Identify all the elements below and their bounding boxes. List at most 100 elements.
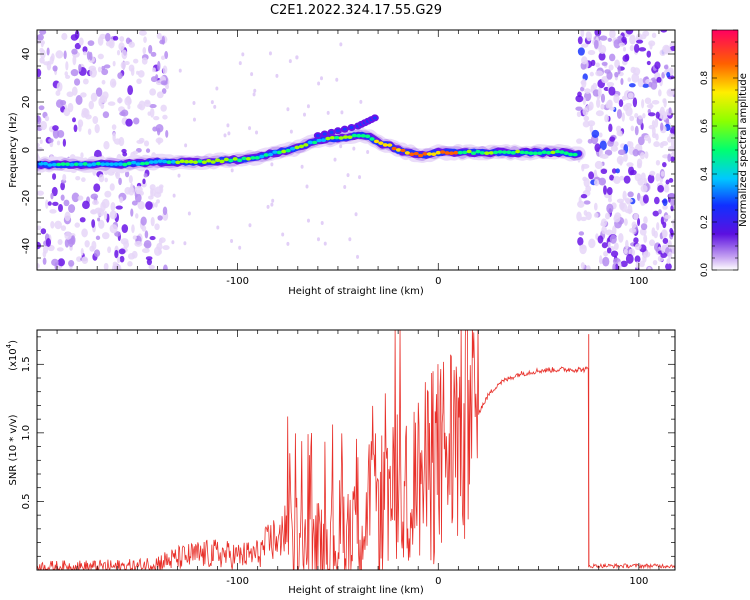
noise-band-1 [575, 30, 675, 270]
ridge-core [572, 152, 578, 157]
noise-speckle [640, 172, 646, 181]
noise-speckle [39, 57, 45, 64]
noise-speckle [163, 264, 168, 270]
ridge-core [351, 133, 357, 138]
noise-speckle [97, 66, 102, 73]
noise-speckle [595, 70, 604, 77]
ridge-core [250, 156, 256, 160]
noise-speckle [610, 250, 619, 258]
noise-speckle [655, 173, 661, 182]
noise-speckle [651, 32, 657, 39]
noise-speckle [98, 219, 105, 229]
noise-speckle [156, 199, 160, 204]
noise-speckle [662, 237, 669, 244]
ridge-core [506, 150, 512, 155]
noise-speckle [665, 262, 672, 270]
noise-speckle [138, 137, 145, 143]
noise-speckle [57, 238, 63, 246]
noise-speckle [177, 173, 181, 178]
noise-speckle [68, 260, 75, 267]
noise-speckle [658, 209, 662, 215]
noise-speckle [82, 200, 90, 210]
noise-speckle [136, 70, 140, 75]
ridge-core [210, 160, 216, 164]
colorbar: 0.0 0.2 0.4 0.6 0.8 Normalized spectral ampl… [700, 29, 749, 277]
noise-speckle [642, 194, 649, 204]
ridge-core [382, 143, 388, 147]
noise-speckle [109, 210, 118, 220]
noise-speckle [124, 186, 132, 195]
noise-speckle [612, 225, 617, 236]
ridge-core [104, 162, 110, 166]
upper-branch [313, 114, 379, 140]
noise-speckle [139, 30, 147, 36]
snr-scale-exponent: 4 [5, 343, 13, 348]
noise-speckle [121, 224, 129, 234]
colorbar-tick-label: 0.6 [700, 119, 710, 134]
ridge-core [64, 162, 71, 166]
branch-core [372, 116, 377, 120]
noise-speckle [143, 239, 152, 249]
noise-speckle [590, 59, 596, 67]
noise-speckle [663, 185, 670, 193]
noise-speckle [40, 40, 46, 45]
colorbar-label: Normalized spectral amplitude [738, 73, 749, 227]
noise-speckle [600, 93, 606, 103]
noise-speckle [87, 128, 92, 135]
noise-speckle [577, 200, 585, 208]
svg-text:(x104): (x104) [5, 340, 19, 371]
ridge-core [241, 156, 247, 161]
noise-speckle [100, 201, 106, 212]
noise-speckle [320, 220, 324, 225]
noise-speckle [594, 30, 602, 37]
ridge-core [69, 162, 75, 167]
noise-speckle [97, 36, 104, 46]
noise-speckle [610, 145, 618, 152]
ridge-core [325, 136, 331, 141]
noise-speckle [604, 149, 613, 156]
noise-speckle [109, 224, 118, 234]
noise-speckle [42, 257, 47, 265]
noise-speckle [248, 223, 252, 228]
snr-panel: -100 0 100 0.5 1.0 1.5 Height of straight lin… [5, 329, 676, 596]
noise-speckle [642, 83, 650, 88]
noise-speckle [252, 92, 256, 97]
noise-speckle [366, 150, 370, 155]
ridge-core [418, 153, 424, 158]
noise-speckle [227, 131, 231, 136]
noise-speckle [144, 101, 151, 108]
noise-speckle [665, 179, 670, 185]
ridge-core [73, 162, 79, 167]
noise-speckle [640, 184, 648, 193]
noise-speckle [609, 136, 616, 142]
noise-speckle [70, 69, 79, 77]
noise-speckle [124, 170, 130, 178]
noise-speckle [125, 118, 133, 127]
noise-speckle [109, 183, 115, 191]
noise-speckle [629, 115, 635, 122]
noise-speckle [123, 240, 130, 249]
noise-speckle [150, 76, 158, 83]
noise-speckle [587, 138, 593, 144]
noise-speckle [613, 242, 619, 251]
ridge-core [51, 162, 57, 167]
ridge-core [175, 160, 181, 165]
noise-speckle [160, 55, 166, 61]
noise-speckle [149, 103, 157, 109]
noise-speckle [628, 227, 637, 233]
ridge-core [462, 150, 468, 155]
ridge-core [559, 150, 565, 154]
noise-speckle [130, 67, 135, 77]
noise-speckle [156, 91, 164, 99]
noise-speckle [599, 255, 603, 265]
noise-speckle [597, 235, 604, 244]
noise-speckle [613, 39, 621, 49]
ridge-core [497, 150, 503, 154]
noise-speckle [37, 262, 40, 269]
noise-speckle [646, 60, 651, 66]
noise-speckle [603, 250, 609, 257]
noise-speckle [150, 216, 155, 227]
ridge-core [281, 149, 287, 154]
spectrogram-ylabel: Frequency (Hz) [8, 112, 19, 188]
noise-speckle [103, 262, 109, 270]
